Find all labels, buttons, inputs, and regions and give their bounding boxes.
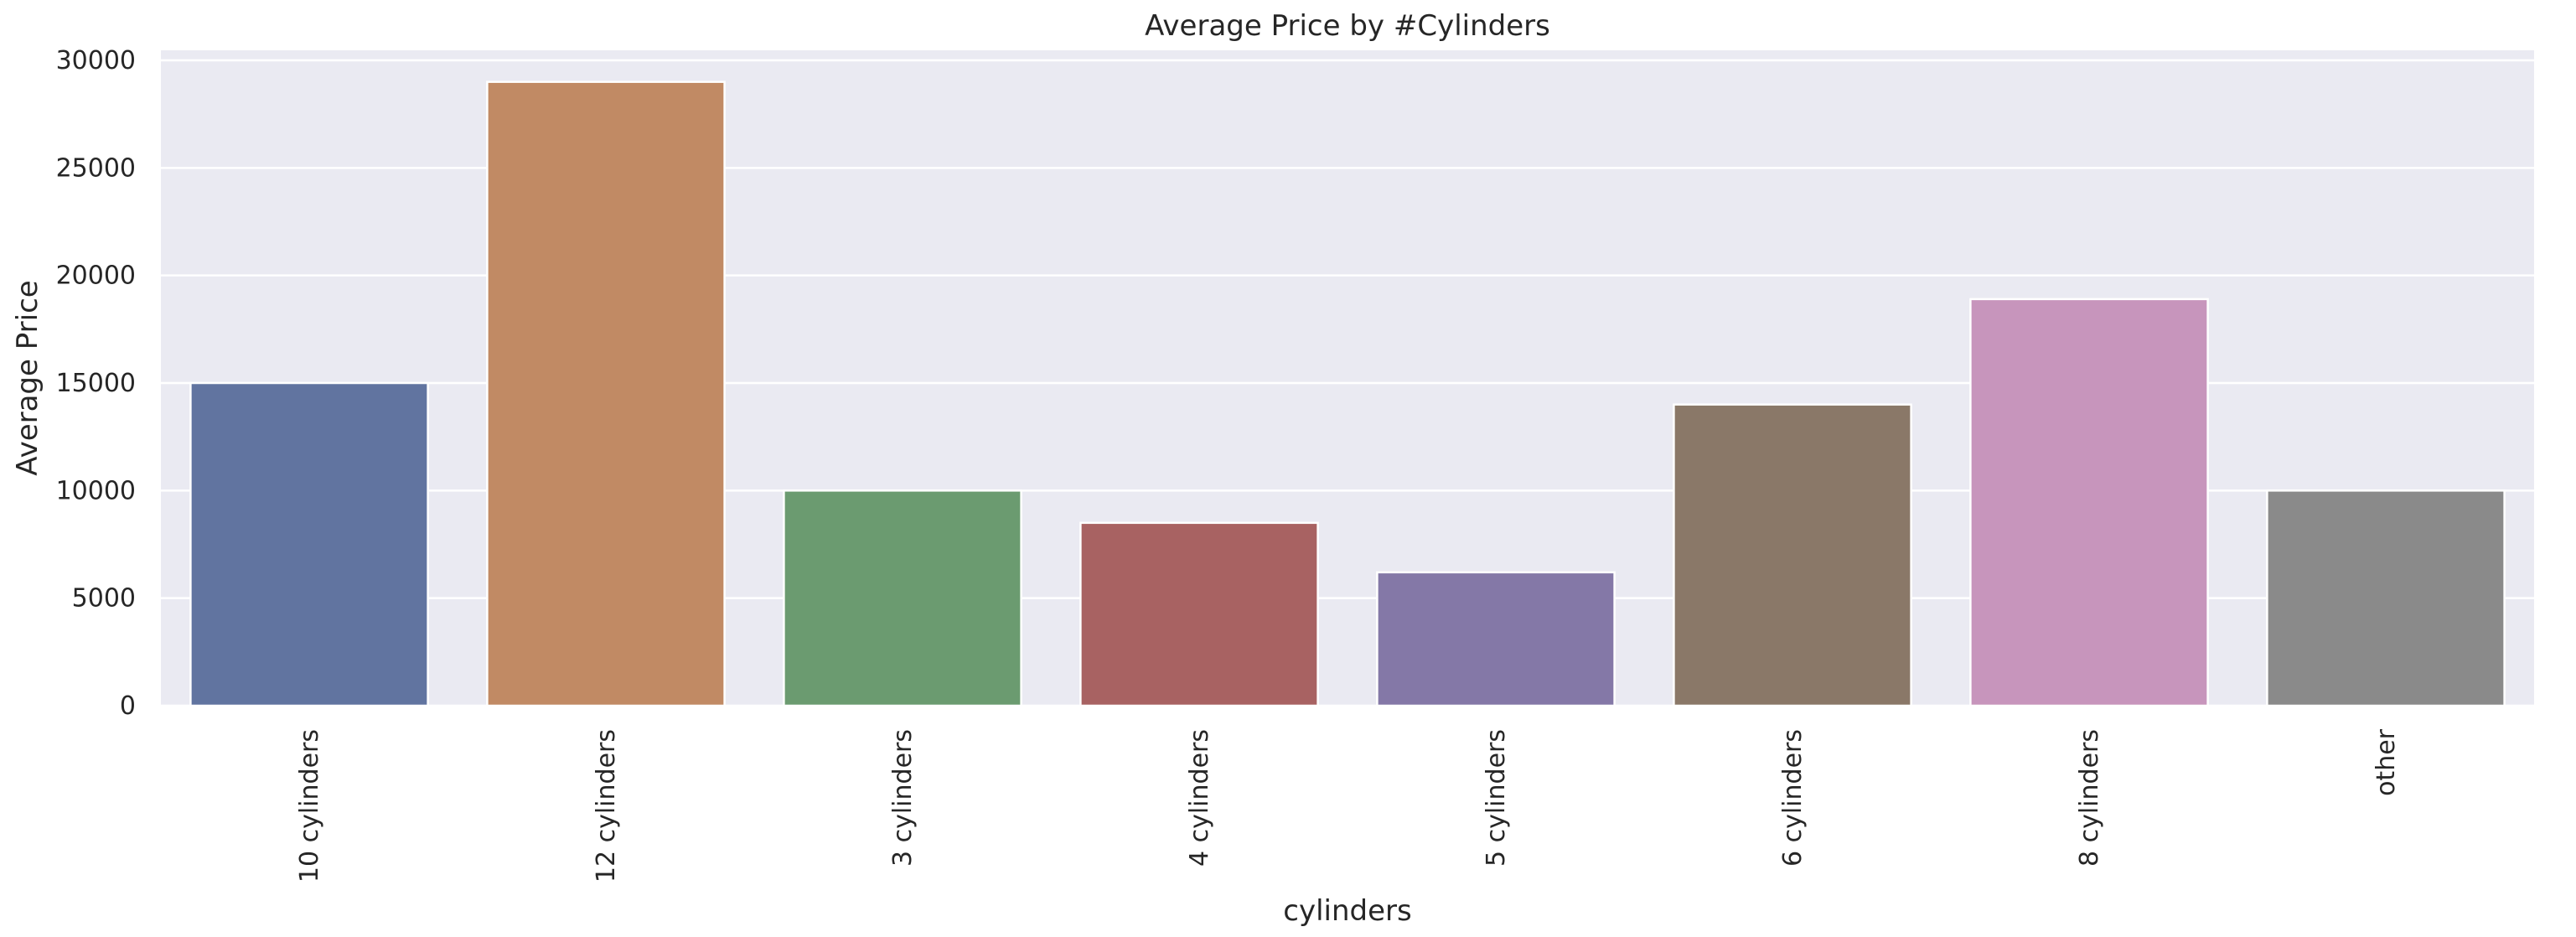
bar-12-cylinders — [486, 80, 726, 707]
y-tick-label: 15000 — [56, 369, 136, 398]
x-tick-label: 6 cylinders — [1778, 729, 1808, 867]
bar-10-cylinders — [189, 381, 429, 707]
x-tick-label: 10 cylinders — [295, 729, 324, 883]
bar-6-cylinders — [1673, 403, 1912, 707]
bar-4-cylinders — [1079, 521, 1319, 707]
bar-other — [2266, 489, 2506, 707]
x-tick-label: 8 cylinders — [2075, 729, 2104, 867]
x-tick-labels: 10 cylinders 12 cylinders 3 cylinders 4 cyl… — [295, 728, 2401, 883]
y-tick-label: 5000 — [72, 584, 136, 613]
bar-3-cylinders — [783, 489, 1022, 707]
y-tick-label: 20000 — [56, 261, 136, 291]
x-tick-label: 4 cylinders — [1185, 729, 1214, 867]
bar-8-cylinders — [1969, 298, 2209, 707]
x-tick-label: 3 cylinders — [888, 729, 918, 867]
x-tick-label: other — [2372, 728, 2401, 796]
x-axis-title: cylinders — [1283, 894, 1411, 928]
y-tick-label: 30000 — [56, 46, 136, 75]
y-tick-label: 0 — [120, 691, 136, 721]
y-tick-label: 25000 — [56, 153, 136, 183]
x-tick-label: 5 cylinders — [1482, 729, 1511, 867]
bars — [189, 80, 2506, 707]
y-tick-labels: 0 5000 10000 15000 20000 25000 30000 — [56, 46, 136, 721]
bar-5-cylinders — [1376, 571, 1616, 707]
y-axis-title: Average Price — [11, 280, 44, 475]
chart-title: Average Price by #Cylinders — [1145, 9, 1550, 43]
y-tick-label: 10000 — [56, 476, 136, 505]
x-tick-label: 12 cylinders — [592, 729, 621, 883]
